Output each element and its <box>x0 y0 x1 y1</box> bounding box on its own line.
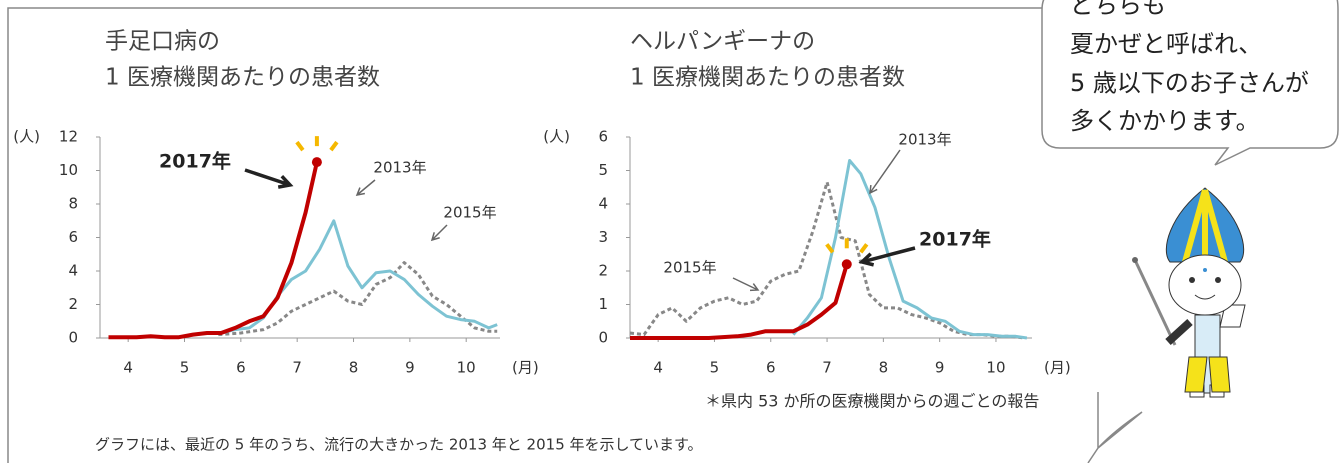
series-label: 2015年 <box>443 204 496 222</box>
chart-title: 1 医療機関あたりの患者数 <box>105 65 380 91</box>
label-arrow <box>870 150 900 193</box>
series-label: 2017年 <box>159 150 231 173</box>
bubble-text: 多くかかります。 <box>1070 107 1260 135</box>
x-tick-label: 9 <box>935 359 945 377</box>
y-tick-label: 12 <box>59 128 78 146</box>
label-arrow <box>432 225 447 240</box>
y-tick-label: 5 <box>598 161 608 179</box>
series-label: 2013年 <box>898 131 951 149</box>
chart-title: 手足口病の <box>105 29 220 55</box>
page: {"chart_data":[ {"type":"line","title":[… <box>0 0 1341 463</box>
y-tick-label: 10 <box>59 161 78 179</box>
series-label: 2013年 <box>373 159 426 177</box>
x-tick-label: 6 <box>766 359 776 377</box>
y-tick-label: 1 <box>598 295 608 313</box>
footer: グラフには、最近の 5 年のうち、流行の大きかった 2013 年と 2015 年… <box>95 436 703 454</box>
x-tick-label: 8 <box>349 359 359 377</box>
flash-mark <box>297 142 303 150</box>
x-tick-label: 4 <box>653 359 663 377</box>
highlight-point <box>312 157 322 167</box>
label-arrow <box>733 278 758 290</box>
y-tick-label: 0 <box>598 329 608 347</box>
x-tick-label: 10 <box>457 359 476 377</box>
x-tick-label: 5 <box>710 359 720 377</box>
series-line <box>109 162 317 337</box>
y-tick-label: 3 <box>598 228 608 246</box>
flash-mark <box>331 142 337 150</box>
y-tick-label: 0 <box>68 329 78 347</box>
highlight-point <box>842 259 852 269</box>
y-tick-label: 6 <box>68 228 78 246</box>
x-tick-label: 7 <box>822 359 832 377</box>
frame-curl <box>1088 392 1142 463</box>
series-line <box>218 263 497 335</box>
x-tick-label: 10 <box>986 359 1005 377</box>
x-axis-unit: (月) <box>1044 359 1071 377</box>
mascot <box>1132 188 1245 397</box>
flash-mark <box>827 244 833 252</box>
bubble-text: 夏かぜと呼ばれ、 <box>1070 30 1262 58</box>
bubble-text: 5 歳以下のお子さんが <box>1070 69 1309 97</box>
x-tick-label: 9 <box>405 359 415 377</box>
x-tick-label: 5 <box>180 359 190 377</box>
x-tick-label: 6 <box>236 359 246 377</box>
y-tick-label: 6 <box>598 128 608 146</box>
series-label: 2015年 <box>663 259 716 277</box>
y-axis-unit: (人) <box>543 128 570 146</box>
x-tick-label: 8 <box>879 359 889 377</box>
chart: どちらも 夏かぜと呼ばれ、 5 歳以下のお子さんが 多くかかります。 グラフには… <box>0 0 1341 463</box>
flash-mark <box>861 244 867 252</box>
bubble-text: どちらも <box>1070 0 1166 19</box>
y-tick-label: 2 <box>598 262 608 280</box>
label-arrow <box>245 170 290 187</box>
note: ＊県内 53 か所の医療機関からの週ごとの報告 <box>705 392 1039 411</box>
series-label: 2017年 <box>919 228 991 251</box>
chart-title: ヘルパンギーナの <box>630 29 815 55</box>
chart-title: 1 医療機関あたりの患者数 <box>630 65 905 91</box>
y-axis-unit: (人) <box>13 128 40 146</box>
y-tick-label: 2 <box>68 295 78 313</box>
x-tick-label: 7 <box>292 359 302 377</box>
x-axis-unit: (月) <box>512 359 539 377</box>
y-tick-label: 4 <box>598 195 608 213</box>
label-arrow <box>357 180 375 195</box>
x-tick-label: 4 <box>123 359 133 377</box>
y-tick-label: 8 <box>68 195 78 213</box>
y-tick-label: 4 <box>68 262 78 280</box>
